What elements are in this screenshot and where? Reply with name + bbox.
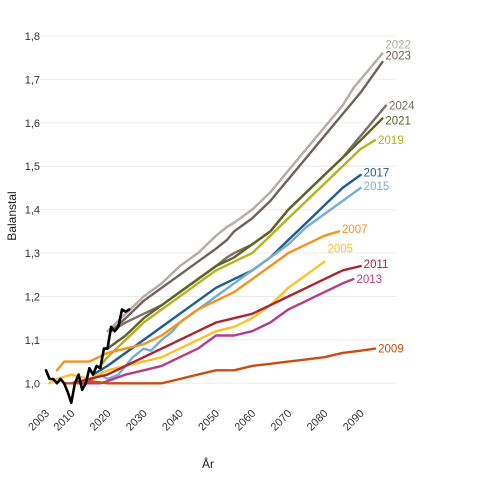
x-tick-label: 2070 [269, 408, 295, 434]
series-line-2007 [55, 230, 341, 372]
series-label-2013: 2013 [356, 274, 382, 286]
series-label-2022: 2022 [385, 40, 411, 52]
y-tick-label: 1,2 [25, 291, 40, 303]
y-axis-title: Balanstal [5, 191, 19, 240]
series-line-2023 [109, 60, 384, 333]
series-label-2017: 2017 [364, 168, 390, 180]
y-tick-label: 1,4 [25, 205, 40, 217]
x-tick-label: 2060 [232, 408, 258, 434]
grid-lines [38, 35, 396, 384]
series-label-2007: 2007 [342, 224, 368, 236]
x-tick-label: 2050 [196, 408, 222, 434]
series-line-2019 [99, 139, 377, 368]
series-line-2011 [70, 264, 362, 385]
x-axis-ticks: 2003 2010 2020 2030 2040 2050 2060 2070 2080 2090 [26, 408, 366, 434]
series-label-2024: 2024 [389, 100, 415, 112]
series-label-2011: 2011 [364, 259, 389, 271]
x-tick-label: 2040 [160, 408, 186, 434]
x-tick-label: 2080 [305, 408, 331, 434]
series-label-2015: 2015 [364, 181, 390, 193]
x-tick-label: 2020 [88, 408, 114, 434]
series-line-2013 [77, 277, 355, 385]
series-line-2009 [62, 347, 377, 385]
x-tick-label: 2003 [26, 408, 52, 434]
x-tick-label: 2030 [124, 408, 150, 434]
series-label-2019: 2019 [378, 135, 404, 147]
series-label-2005: 2005 [328, 244, 354, 256]
series-line-2024 [117, 104, 388, 329]
series-lines [44, 52, 388, 405]
y-tick-label: 1,3 [25, 248, 40, 260]
y-tick-label: 1,0 [25, 378, 40, 390]
series-line-2017 [91, 173, 362, 376]
x-tick-label: 2090 [341, 408, 367, 434]
x-tick-label: 2010 [52, 408, 78, 434]
series-line-2021 [106, 117, 384, 350]
x-axis-title: År [202, 456, 214, 471]
y-axis-ticks: 1,0 1,1 1,2 1,3 1,4 1,5 1,6 1,7 1,8 [25, 31, 40, 390]
y-tick-label: 1,1 [25, 335, 40, 347]
series-label-2009: 2009 [378, 344, 404, 356]
series-label-2021: 2021 [385, 116, 411, 128]
series-line-historical [44, 308, 131, 405]
y-tick-label: 1,7 [25, 74, 40, 86]
y-tick-label: 1,8 [25, 31, 40, 43]
series-line-2005 [48, 260, 326, 385]
series-line-2022 [106, 52, 384, 333]
y-tick-label: 1,5 [25, 161, 40, 173]
series-label-2023: 2023 [385, 51, 411, 63]
y-tick-label: 1,6 [25, 118, 40, 130]
